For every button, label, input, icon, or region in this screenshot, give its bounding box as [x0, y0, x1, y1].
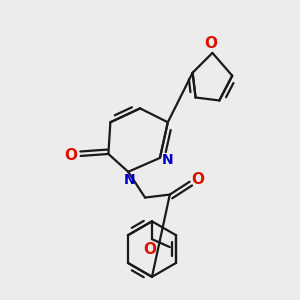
Text: N: N — [162, 153, 174, 167]
Text: O: O — [143, 242, 157, 256]
Text: N: N — [123, 173, 135, 187]
Text: O: O — [64, 148, 77, 164]
Text: O: O — [204, 37, 217, 52]
Text: O: O — [191, 172, 204, 187]
